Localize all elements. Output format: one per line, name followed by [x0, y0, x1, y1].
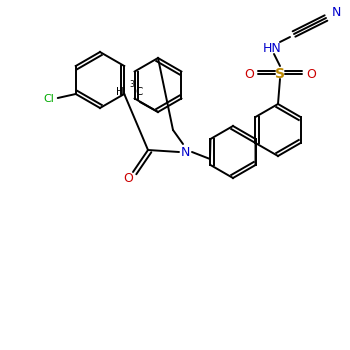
Text: O: O	[244, 68, 254, 80]
Text: H: H	[116, 87, 124, 97]
Text: O: O	[123, 172, 133, 184]
Text: N: N	[180, 146, 190, 159]
Text: HN: HN	[262, 42, 281, 55]
Text: O: O	[306, 68, 316, 80]
Text: Cl: Cl	[43, 94, 54, 104]
Text: 3: 3	[129, 80, 134, 89]
Text: N: N	[331, 7, 341, 20]
Text: S: S	[275, 67, 285, 81]
Text: C: C	[135, 87, 142, 97]
